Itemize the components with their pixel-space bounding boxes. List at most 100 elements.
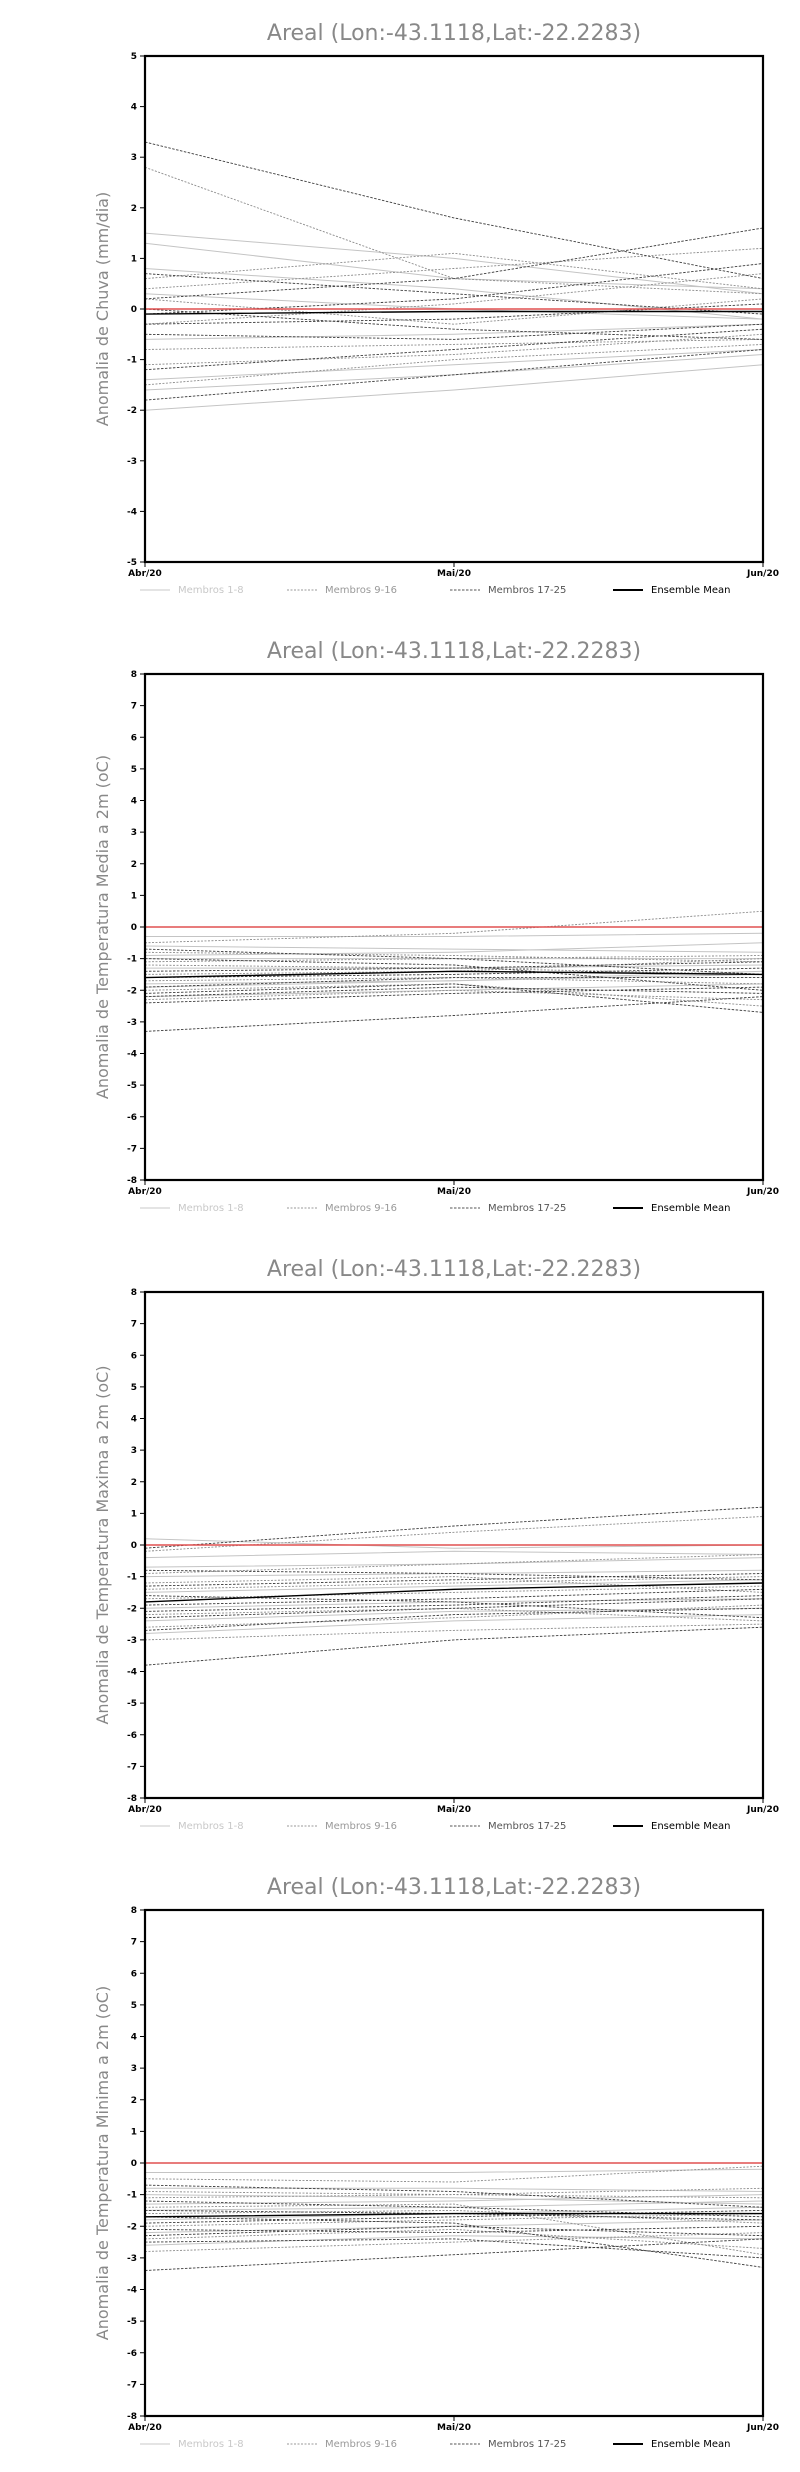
legend-label-4: Ensemble Mean <box>651 1203 730 1214</box>
y-tick-label: -6 <box>127 2349 137 2359</box>
members-1-8-line-5 <box>144 945 764 953</box>
legend-label-1: Membros 1-8 <box>178 1203 244 1214</box>
legend-label-1: Membros 1-8 <box>178 1821 244 1832</box>
members-9-16-line-6 <box>144 1604 764 1628</box>
members-17-25-line-7 <box>144 2209 764 2224</box>
plot-frame <box>143 1290 765 1800</box>
legend-label-3: Membros 17-25 <box>488 1821 566 1832</box>
members-17-25-line-3 <box>144 961 764 972</box>
y-tick-label: -4 <box>127 2286 137 2296</box>
y-axis-label: Anomalia de Temperatura Minima a 2m (oC) <box>93 1986 112 2340</box>
y-tick-label: -7 <box>127 2380 137 2390</box>
members-9-16-line-7 <box>144 1623 764 1641</box>
members-1-8-line-6 <box>144 2235 764 2246</box>
chart-panel-2: Areal (Lon:-43.1118,Lat:-22.2283) Anomali… <box>93 639 779 1214</box>
members-1-8-line-4 <box>144 1579 764 1593</box>
legend-label-3: Membros 17-25 <box>488 2439 566 2450</box>
y-tick-label: 3 <box>131 1446 137 1456</box>
y-tick-label: 5 <box>131 765 137 775</box>
chart-title: Areal (Lon:-43.1118,Lat:-22.2283) <box>267 21 641 46</box>
y-axis-label: Anomalia de Temperatura Media a 2m (oC) <box>93 755 112 1099</box>
legend-label-1: Membros 1-8 <box>178 2439 244 2450</box>
y-tick-label: 2 <box>131 1478 137 1488</box>
y-tick-label: -1 <box>127 1573 137 1583</box>
members-1-8-line-8 <box>144 1557 764 1568</box>
members-17-25-line-1 <box>144 1626 764 1666</box>
x-tick-label: Mai/20 <box>437 1805 471 1815</box>
y-tick-label: 5 <box>131 52 137 62</box>
members-9-16-line-2 <box>144 1554 764 1574</box>
members-17-25-line-7 <box>144 1607 764 1631</box>
y-tick-label: 1 <box>131 1509 137 1519</box>
members-1-8-line-1 <box>145 932 764 937</box>
members-17-25-line-3 <box>144 1569 764 1581</box>
members-17-25-line-2 <box>144 1506 764 1549</box>
legend-label-2: Membros 9-16 <box>325 585 397 596</box>
y-tick-label: 6 <box>131 1969 137 1979</box>
members-1-8-line-4 <box>144 323 764 340</box>
x-tick-label: Abr/20 <box>128 569 162 579</box>
y-tick-label: -3 <box>127 457 137 467</box>
members-1-8-line-8 <box>144 942 764 956</box>
y-tick-label: 4 <box>131 1415 137 1425</box>
members-17-25-line-1 <box>144 996 764 1032</box>
y-tick-label: 3 <box>131 828 137 838</box>
y-tick-label: -4 <box>127 507 137 517</box>
members-1-8-line-7 <box>144 2194 764 2205</box>
members-9-16-line-1 <box>144 166 764 295</box>
y-tick-label: 5 <box>131 2001 137 2011</box>
y-tick-label: 5 <box>131 1383 137 1393</box>
members-17-25-line-9 <box>144 303 764 325</box>
members-9-16-line-7 <box>144 343 764 386</box>
members-9-16-line-8 <box>144 1576 764 1590</box>
members-9-16-line-5 <box>144 951 764 963</box>
ensemble-mean-line <box>144 310 763 315</box>
y-tick-label: 4 <box>131 103 137 113</box>
x-tick-label: Abr/20 <box>128 1187 162 1197</box>
members-17-25-line-2 <box>144 948 764 975</box>
y-tick-label: -6 <box>127 1113 137 1123</box>
members-17-25-line-5 <box>144 2225 764 2234</box>
y-tick-label: 0 <box>131 923 137 933</box>
members-9-16-line-3 <box>144 298 764 325</box>
chart-title: Areal (Lon:-43.1118,Lat:-22.2283) <box>267 639 641 664</box>
ensemble-mean-line <box>144 1582 764 1603</box>
members-17-25-line-5 <box>144 986 764 1004</box>
y-tick-label: 7 <box>131 1320 137 1330</box>
y-tick-label: -1 <box>127 955 137 965</box>
y-tick-label: 4 <box>131 797 137 807</box>
members-17-25-line-8 <box>144 273 764 315</box>
members-9-16-line-6 <box>144 333 764 366</box>
ensemble-mean-line <box>144 2212 763 2218</box>
x-tick-label: Mai/20 <box>437 569 471 579</box>
x-tick-label: Jun/20 <box>746 1187 779 1197</box>
y-tick-label: 6 <box>131 1351 137 1361</box>
y-tick-label: -2 <box>127 986 137 996</box>
members-17-25-line-8 <box>144 2225 764 2237</box>
members-17-25-line-9 <box>144 1595 764 1612</box>
chart-panel-1: Areal (Lon:-43.1118,Lat:-22.2283) Anomali… <box>93 21 779 596</box>
x-tick-label: Jun/20 <box>746 2423 779 2433</box>
y-axis-label: Anomalia de Chuva (mm/dia) <box>93 192 112 426</box>
members-9-16-line-4 <box>144 273 764 325</box>
members-17-25-line-6 <box>144 1598 764 1619</box>
members-17-25-line-2 <box>144 2184 764 2208</box>
y-tick-label: -5 <box>127 2317 137 2327</box>
members-17-25-line-1 <box>144 2238 764 2271</box>
members-9-16-line-4 <box>144 2213 764 2227</box>
y-tick-label: -2 <box>127 406 137 416</box>
members-1-8-line-7 <box>144 970 764 988</box>
y-tick-label: 0 <box>131 2159 137 2169</box>
y-axis-label: Anomalia de Temperatura Maxima a 2m (oC) <box>93 1365 112 1724</box>
members-1-8-line-2 <box>144 1550 764 1559</box>
y-tick-label: -7 <box>127 1762 137 1772</box>
y-tick-label: 1 <box>131 2127 137 2137</box>
legend-label-2: Membros 9-16 <box>325 1821 397 1832</box>
y-tick-label: -5 <box>127 558 137 568</box>
members-1-8-line-1 <box>144 232 764 295</box>
members-17-25-line-1 <box>144 141 764 280</box>
y-tick-label: 1 <box>131 254 137 264</box>
members-9-16-line-2 <box>144 252 764 290</box>
